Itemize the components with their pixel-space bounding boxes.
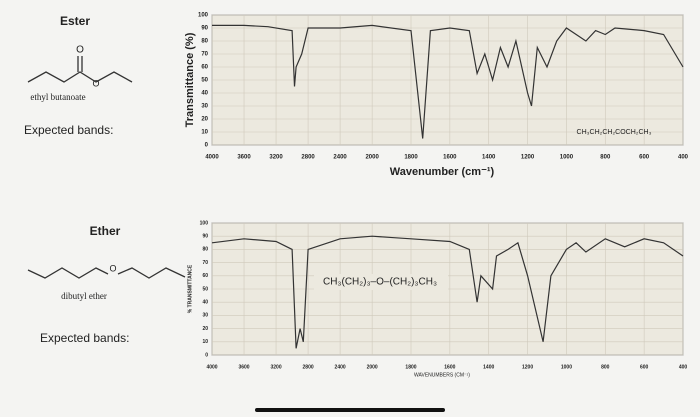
x-tick-label: 2000: [365, 155, 379, 161]
x-tick-label: 1000: [561, 364, 572, 370]
y-tick-label: 30: [201, 104, 208, 110]
ether-structure: [27, 267, 186, 279]
y-tick-label: 100: [198, 13, 209, 19]
x-tick-label: 800: [600, 155, 611, 161]
annotation: CH₃(CH₂)₃–O–(CH₂)₃CH₃: [323, 277, 437, 288]
spectrum-line: [212, 24, 684, 139]
x-tick-label: 1400: [482, 155, 496, 161]
x-tick-label: 800: [601, 364, 610, 370]
x-tick-label: 3200: [270, 364, 281, 370]
x-tick-label: 1800: [404, 155, 418, 161]
y-tick-label: 80: [202, 247, 208, 253]
panel-title: Ether: [90, 224, 121, 238]
annotation-box: [314, 274, 448, 290]
y-tick-label: 70: [202, 260, 208, 266]
atom-label: O: [76, 45, 84, 56]
x-tick-label: 400: [679, 364, 688, 370]
y-tick-label: 60: [201, 65, 208, 71]
y-tick-label: 20: [202, 326, 208, 332]
atom-label: O: [109, 263, 116, 273]
home-indicator: [255, 408, 445, 412]
compound-name: ethyl butanoate: [30, 92, 85, 102]
x-tick-label: 3600: [237, 155, 251, 161]
y-tick-label: 0: [205, 143, 209, 149]
y-tick-label: 20: [201, 117, 208, 123]
x-tick-label: 400: [678, 155, 689, 161]
x-tick-label: 600: [640, 364, 649, 370]
y-tick-label: 0: [205, 352, 208, 358]
x-tick-label: 2400: [333, 155, 347, 161]
y-tick-label: 70: [201, 52, 208, 58]
y-tick-label: 80: [201, 39, 208, 45]
atom-label: O: [92, 78, 99, 88]
y-tick-label: 40: [202, 300, 208, 306]
x-tick-label: 2800: [301, 155, 315, 161]
ester-structure: [27, 56, 133, 83]
compound-name: dibutyl ether: [61, 291, 107, 301]
y-tick-label: 100: [200, 220, 209, 226]
y-tick-label: 50: [202, 286, 208, 292]
spectrum-line: [211, 235, 684, 349]
x-tick-label: 1800: [405, 364, 416, 370]
x-axis-label: WAVENUMBERS (CM⁻¹): [414, 372, 470, 378]
y-tick-label: 50: [201, 78, 208, 84]
x-tick-label: 4000: [206, 364, 217, 370]
y-tick-label: 40: [201, 91, 208, 97]
x-tick-label: 1200: [522, 364, 533, 370]
panel-title: Ester: [60, 14, 90, 28]
x-tick-label: 1600: [444, 364, 455, 370]
y-axis-label: % TRANSMITTANCE: [187, 264, 193, 313]
x-tick-label: 1200: [521, 155, 535, 161]
prompt: Expected bands:: [40, 331, 129, 345]
x-tick-label: 3200: [269, 155, 283, 161]
y-tick-label: 90: [202, 234, 208, 240]
x-tick-label: 1600: [443, 155, 457, 161]
y-tick-label: 30: [202, 313, 208, 319]
x-tick-label: 2400: [335, 364, 346, 370]
y-tick-label: 10: [202, 339, 208, 345]
x-tick-label: 2000: [367, 364, 378, 370]
y-tick-label: 10: [201, 130, 208, 136]
y-tick-label: 90: [201, 26, 208, 32]
x-tick-label: 600: [639, 155, 650, 161]
x-tick-label: 1000: [560, 155, 574, 161]
y-axis-label: Transmittance (%): [184, 32, 196, 127]
x-tick-label: 2800: [303, 364, 314, 370]
x-tick-label: 1400: [483, 364, 494, 370]
x-tick-label: 4000: [205, 155, 219, 161]
prompt: Expected bands:: [24, 123, 113, 137]
x-axis-label: Wavenumber (cm⁻¹): [390, 166, 495, 178]
y-tick-label: 60: [202, 273, 208, 279]
annotation: CH₃CH₂CH₂COCH₂CH₃: [577, 129, 652, 136]
x-tick-label: 3600: [238, 364, 249, 370]
